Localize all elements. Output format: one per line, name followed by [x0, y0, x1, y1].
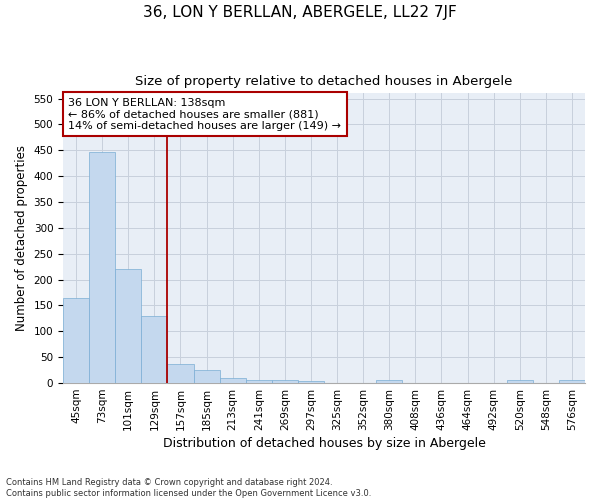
X-axis label: Distribution of detached houses by size in Abergele: Distribution of detached houses by size …: [163, 437, 485, 450]
Bar: [194, 370, 220, 383]
Bar: [89, 152, 115, 383]
Text: Contains HM Land Registry data © Crown copyright and database right 2024.
Contai: Contains HM Land Registry data © Crown c…: [6, 478, 371, 498]
Text: 36, LON Y BERLLAN, ABERGELE, LL22 7JF: 36, LON Y BERLLAN, ABERGELE, LL22 7JF: [143, 5, 457, 20]
Y-axis label: Number of detached properties: Number of detached properties: [15, 145, 28, 331]
Text: 36 LON Y BERLLAN: 138sqm
← 86% of detached houses are smaller (881)
14% of semi-: 36 LON Y BERLLAN: 138sqm ← 86% of detach…: [68, 98, 341, 131]
Bar: [376, 380, 403, 383]
Title: Size of property relative to detached houses in Abergele: Size of property relative to detached ho…: [136, 75, 513, 88]
Bar: [298, 381, 324, 383]
Bar: [220, 378, 246, 383]
Bar: [507, 380, 533, 383]
Bar: [246, 380, 272, 383]
Bar: [272, 380, 298, 383]
Bar: [63, 298, 89, 383]
Bar: [142, 316, 167, 383]
Bar: [167, 364, 194, 383]
Bar: [559, 380, 585, 383]
Bar: [115, 269, 142, 383]
